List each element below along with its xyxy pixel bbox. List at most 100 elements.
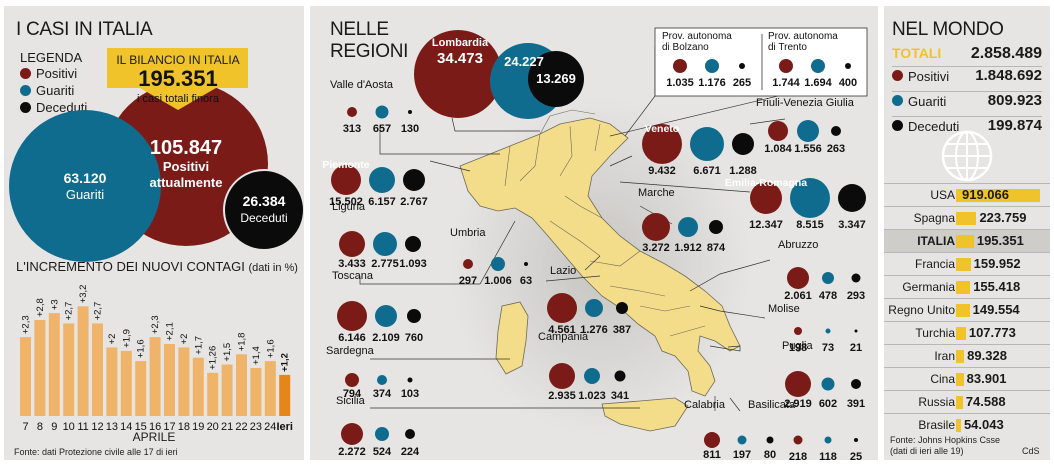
increment-bar-chart: +2,3 7 +2,8 8 +3 9 +2,7 10 +3,2 11 +2,7 12 +2 13 +1,9 1… <box>20 285 293 433</box>
prov-trento-positivi-bubble <box>779 59 793 73</box>
bilancio-label: IL BILANCIO IN ITALIA <box>116 53 239 67</box>
bar-23 <box>250 368 262 416</box>
lazio-guariti-bubble <box>585 299 603 317</box>
bar-11 <box>77 306 89 416</box>
country-name: Francia <box>914 257 955 271</box>
legend-item-guariti: Guariti <box>20 82 87 99</box>
umbria-positivi-bubble <box>463 259 473 269</box>
country-row-brasile: Brasile 54.043 <box>884 413 1050 436</box>
country-row-francia: Francia 159.952 <box>884 252 1050 275</box>
molise-positivi-bubble <box>794 327 802 335</box>
legend-item-positivi: Positivi <box>20 65 87 82</box>
basilicata-deceduti: 25 <box>850 451 862 460</box>
country-row-spagna: Spagna 223.759 <box>884 206 1050 229</box>
country-value: 223.759 <box>979 210 1027 225</box>
friuli-venezia-giulia-positivi-bubble <box>768 121 788 141</box>
tick-label-8: 8 <box>37 421 43 433</box>
marche-positivi-bubble <box>642 213 670 241</box>
piemonte-label: Piemonte <box>322 159 369 171</box>
bar-21 <box>221 364 233 416</box>
country-row-cina: Cina 83.901 <box>884 367 1050 390</box>
totali-row: TOTALI 2.858.489 <box>892 45 1042 67</box>
emilia-romagna-positivi-bubble <box>750 182 782 214</box>
bar-17 <box>164 344 175 416</box>
campania-deceduti-bubble <box>614 370 626 382</box>
emilia-romagna-deceduti: 3.347 <box>838 219 866 231</box>
prov-trento-deceduti-bubble <box>845 63 851 69</box>
valle-d-aosta-positivi: 313 <box>343 123 361 135</box>
credit: CdS <box>1022 446 1040 456</box>
lombardia-positivi: 34.473 <box>437 50 483 67</box>
country-name: Cina <box>930 372 955 386</box>
red-dot-icon <box>892 70 903 81</box>
umbria-label: Umbria <box>450 227 486 239</box>
prov-bolzano-guariti: 1.176 <box>698 77 726 89</box>
tick-label-16: 16 <box>149 421 161 433</box>
panel-title: I CASI IN ITALIA <box>16 19 153 40</box>
calabria-label: Calabria <box>684 399 726 411</box>
prov-bolzano-deceduti-bubble <box>739 63 745 69</box>
lazio-deceduti: 387 <box>613 324 631 336</box>
country-row-turchia: Turchia 107.773 <box>884 321 1050 344</box>
country-bar <box>956 258 971 271</box>
calabria-positivi-bubble <box>704 432 720 448</box>
liguria-deceduti: 1.093 <box>399 258 427 270</box>
bar-label-17: +2,1 <box>165 322 176 341</box>
regions-title-2: REGIONI <box>330 41 409 62</box>
tick-label-17: 17 <box>163 421 175 433</box>
bar-label-19: +1,7 <box>193 336 204 355</box>
toscana-guariti: 2.109 <box>372 332 400 344</box>
molise-deceduti-bubble <box>854 329 858 333</box>
red-dot-icon <box>20 68 31 79</box>
country-name: Germania <box>902 280 955 294</box>
veneto-deceduti: 1.288 <box>729 165 757 177</box>
sicilia-guariti-bubble <box>375 427 389 441</box>
world-positivi-value: 1.848.692 <box>975 67 1042 84</box>
bar-20 <box>207 372 219 416</box>
campania-positivi-bubble <box>549 363 575 389</box>
regions-title-1: NELLE <box>330 19 389 40</box>
bar-22 <box>236 354 247 416</box>
bar-label-9: +3 <box>49 299 60 310</box>
country-bar <box>956 189 1040 202</box>
bar-label-7: +2,3 <box>21 315 32 334</box>
friuli-venezia-giulia-deceduti: 263 <box>827 143 845 155</box>
bar-label-11: +3,2 <box>78 285 89 304</box>
totali-label: TOTALI <box>892 45 942 61</box>
country-bar <box>956 235 974 248</box>
bar-label-16: +2,3 <box>150 315 161 334</box>
toscana-positivi: 6.146 <box>338 332 366 344</box>
positivi-label-2: attualmente <box>150 175 223 190</box>
guariti-value: 63.120 <box>64 170 107 186</box>
tick-label-10: 10 <box>63 421 75 433</box>
calabria-guariti: 197 <box>733 449 751 460</box>
friuli-venezia-giulia-guariti-bubble <box>797 120 819 142</box>
country-bar <box>956 396 963 409</box>
italy-map: Lombardia 34.473 24.227 13.269 <box>322 27 868 460</box>
country-value: 74.588 <box>965 394 1006 409</box>
abruzzo-positivi: 2.061 <box>784 290 812 302</box>
bar-16 <box>149 337 161 416</box>
piemonte-deceduti: 2.767 <box>400 196 428 208</box>
umbria-deceduti: 63 <box>520 275 532 287</box>
tick-label-9: 9 <box>51 421 57 433</box>
bar-label-15: +1,6 <box>136 339 147 358</box>
friuli-venezia-giulia-positivi: 1.084 <box>764 143 792 155</box>
country-bar <box>956 373 964 386</box>
country-value: 89.328 <box>967 348 1007 363</box>
positivi-label: Positivi <box>163 159 209 174</box>
sicilia-label: Sicilia <box>336 395 366 407</box>
basilicata-guariti-bubble <box>824 436 832 444</box>
piemonte-guariti: 6.157 <box>368 196 396 208</box>
country-value: 54.043 <box>963 417 1004 432</box>
basilicata-deceduti-bubble <box>854 438 858 442</box>
country-name: Iran <box>934 349 955 363</box>
world-title: NEL MONDO <box>892 19 1004 40</box>
liguria-label: Liguria <box>332 201 366 213</box>
country-bar <box>956 304 970 317</box>
sardegna-deceduti: 103 <box>401 388 419 400</box>
country-name: Russia <box>918 395 955 409</box>
bubbles-italia: IL BILANCIO IN ITALIA 195.351 i casi tot… <box>9 48 304 262</box>
chart-xlabel: APRILE <box>132 430 176 444</box>
calabria-deceduti: 80 <box>764 449 776 460</box>
